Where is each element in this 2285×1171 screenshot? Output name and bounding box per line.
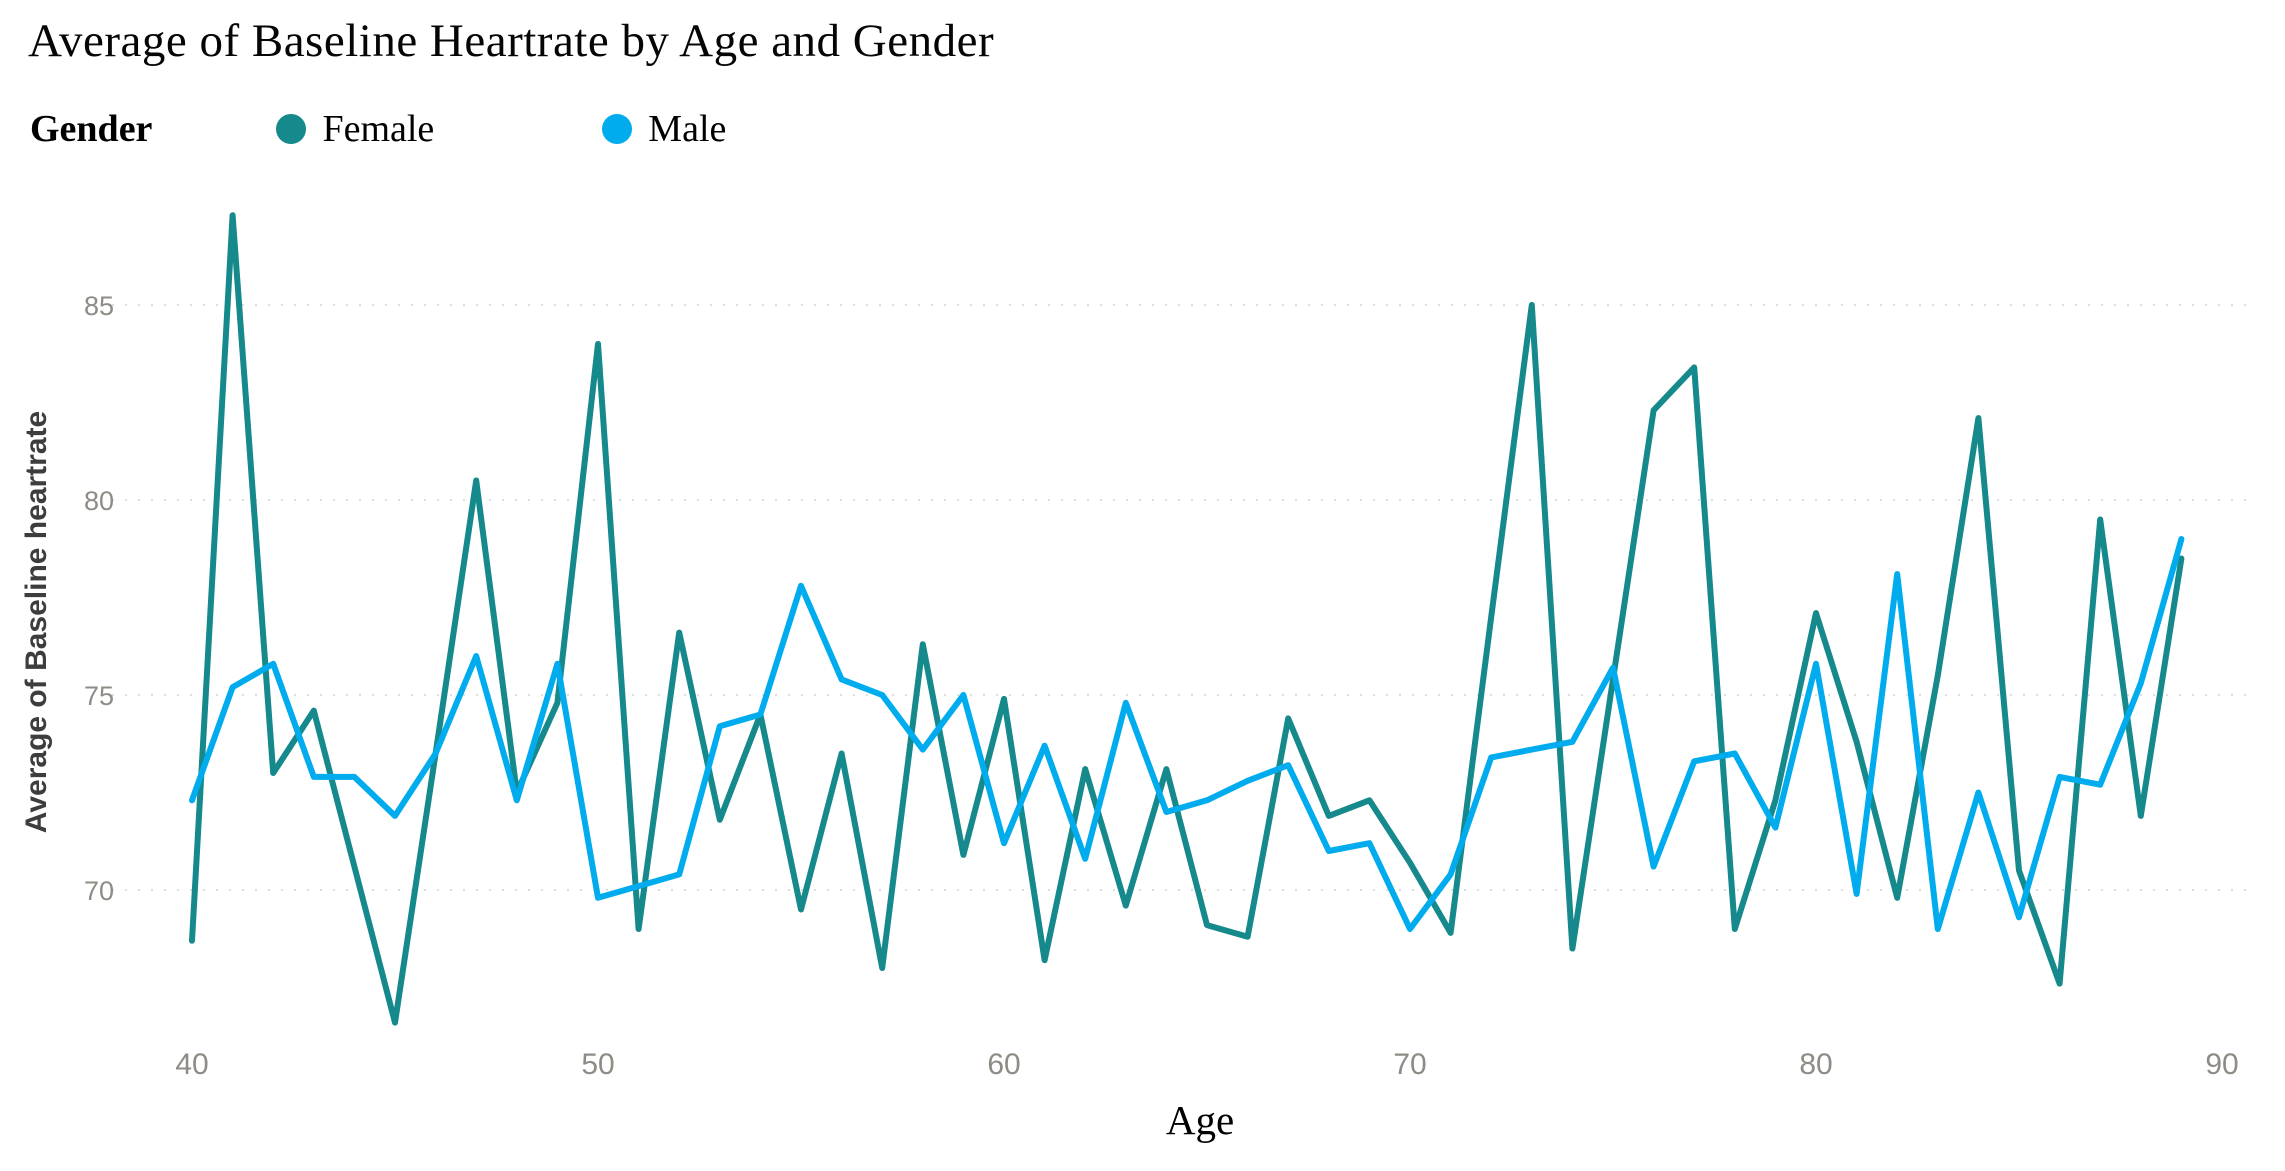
legend: Gender Female Male (30, 106, 726, 152)
y-axis-title: Average of Baseline heartrate (20, 410, 53, 834)
legend-item-label: Male (648, 108, 727, 150)
x-tick-label: 40 (175, 1048, 208, 1081)
x-tick-label: 90 (2205, 1048, 2238, 1081)
x-axis-title: Age (1165, 1097, 1235, 1143)
legend-item-female[interactable]: Female (276, 107, 434, 151)
series-line-male[interactable] (189, 536, 2185, 932)
male-series-dot-icon (602, 114, 633, 144)
chart-title: Average of Baseline Heartrate by Age and… (28, 15, 995, 67)
legend-title: Gender (30, 108, 153, 150)
x-tick-label: 80 (1799, 1048, 1832, 1081)
female-series-dot-icon (276, 114, 307, 144)
x-tick-label: 50 (581, 1048, 614, 1081)
legend-item-male[interactable]: Male (602, 107, 726, 151)
y-tick-label: 70 (84, 876, 114, 906)
legend-item-label: Female (322, 108, 435, 150)
y-tick-label: 75 (84, 681, 114, 711)
y-tick-label: 85 (84, 291, 114, 321)
series-line-female[interactable] (189, 212, 2185, 1026)
x-tick-label: 70 (1393, 1048, 1426, 1081)
x-tick-label: 60 (987, 1048, 1020, 1081)
y-tick-label: 80 (84, 486, 114, 516)
